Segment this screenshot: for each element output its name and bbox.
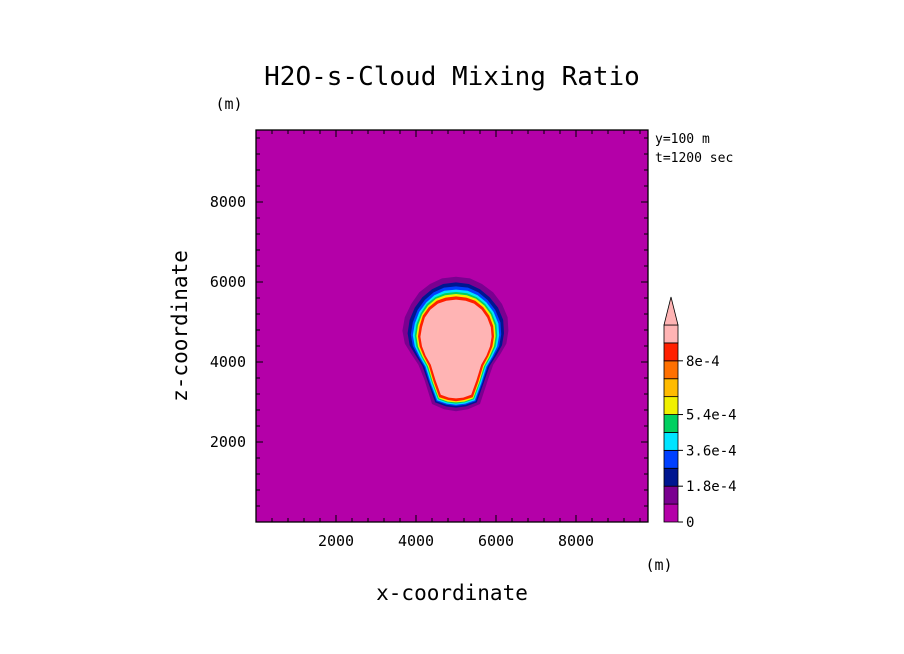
- y-tick-label: 4000: [210, 353, 246, 371]
- plot-area: [256, 130, 648, 522]
- colorbar-label: 1.8e-4: [686, 479, 737, 495]
- x-tick-label: 2000: [318, 532, 354, 550]
- colorbar-swatch-1: [663, 485, 679, 505]
- colorbar-extend-arrow: [663, 296, 679, 326]
- colorbar-swatch-0: [663, 503, 679, 523]
- colorbar-swatch-9: [663, 342, 679, 362]
- colorbar-swatch-8: [663, 360, 679, 380]
- colorbar-swatch-5: [663, 414, 679, 433]
- colorbar-label: 3.6e-4: [686, 443, 737, 459]
- colorbar-swatch-6: [663, 396, 679, 415]
- y-tick-label: 2000: [210, 433, 246, 451]
- y-axis-label: z-coordinate: [168, 250, 192, 402]
- colorbar: 0 1.8e-4 3.6e-4 5.4e-4 8e-4: [663, 296, 737, 531]
- x-axis-label: x-coordinate: [376, 581, 528, 605]
- axes: 2000 4000 6000 8000 2000 4000 6000 8000: [210, 129, 649, 550]
- annotation-time: t=1200 sec: [655, 151, 733, 166]
- x-tick-label: 4000: [398, 532, 434, 550]
- y-tick-label: 6000: [210, 273, 246, 291]
- plot-frame: [255, 129, 649, 523]
- x-tick-label: 6000: [478, 532, 514, 550]
- colorbar-swatch-10: [663, 324, 679, 344]
- colorbar-swatch-7: [663, 378, 679, 398]
- colorbar-label: 0: [686, 515, 694, 531]
- x-axis-unit: (m): [645, 556, 672, 574]
- colorbar-swatch-3: [663, 449, 679, 469]
- colorbar-swatch-4: [663, 432, 679, 451]
- colorbar-label: 5.4e-4: [686, 408, 737, 424]
- y-axis-unit: (m): [215, 95, 242, 113]
- colorbar-label: 8e-4: [686, 354, 720, 370]
- chart-title: H2O-s-Cloud Mixing Ratio: [264, 62, 640, 92]
- contour-fill-7: [420, 299, 492, 399]
- annotation-y-position: y=100 m: [655, 132, 710, 147]
- x-tick-label: 8000: [558, 532, 594, 550]
- y-tick-label: 8000: [210, 193, 246, 211]
- colorbar-swatch-2: [663, 467, 679, 487]
